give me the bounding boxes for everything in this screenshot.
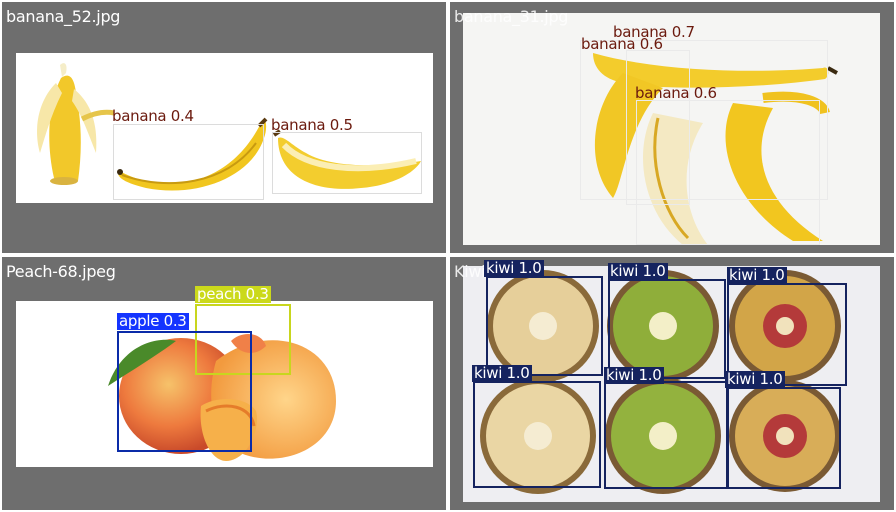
detection-label: kiwi 1.0	[608, 262, 668, 280]
bbox-kiwi-4	[473, 381, 601, 488]
bbox-kiwi-5	[604, 381, 728, 489]
photo-banana-52	[16, 53, 433, 203]
detection-label: kiwi 1.0	[604, 366, 664, 384]
panel-banana-31: banana_31.jpg banana 0.7 banana 0.6 bana…	[450, 2, 894, 253]
detection-label: banana 0.6	[581, 35, 663, 53]
filename-label: banana_31.jpg	[454, 7, 569, 26]
photo-banana-31	[463, 13, 880, 245]
filename-label: Peach-68.jpeg	[6, 262, 116, 281]
kiwi-illustration	[480, 270, 841, 494]
detection-label: banana 0.5	[271, 116, 353, 134]
peach-illustration	[108, 334, 336, 461]
photo-peach-68	[16, 301, 433, 467]
bbox-kiwi-3	[727, 283, 847, 386]
bbox-apple	[117, 331, 252, 452]
panel-banana-52: banana_52.jpg banana 0.4 banana 0.5	[2, 2, 446, 253]
detection-label: kiwi 1.0	[472, 364, 532, 382]
bbox-banana-b	[626, 50, 690, 205]
bbox-peach	[195, 304, 291, 375]
bbox-banana-1	[113, 124, 264, 200]
detection-label: apple 0.3	[117, 312, 189, 330]
filename-label: banana_52.jpg	[6, 7, 121, 26]
detection-label: banana 0.4	[112, 107, 194, 125]
detection-label: banana 0.6	[635, 84, 717, 102]
detection-label: banana 0.7	[613, 23, 695, 41]
panel-kiwi: Kiwi kiwi 1.0 kiwi 1.0 kiwi 1.0 kiwi 1.0…	[450, 257, 894, 510]
bbox-banana-a	[580, 40, 828, 200]
banana-peels-illustration	[593, 53, 838, 245]
detection-label: kiwi 1.0	[727, 266, 787, 284]
bbox-banana-c	[636, 100, 820, 245]
detection-label: peach 0.3	[195, 285, 271, 303]
filename-label: Kiwi	[454, 262, 486, 281]
detection-label: kiwi 1.0	[484, 259, 544, 277]
panel-peach-68: Peach-68.jpeg peach 0.3 app	[2, 257, 446, 510]
detection-label: kiwi 1.0	[725, 370, 785, 388]
bbox-kiwi-1	[486, 276, 603, 376]
bbox-banana-2	[272, 132, 422, 194]
bbox-kiwi-6	[727, 387, 841, 489]
bbox-kiwi-2	[608, 279, 726, 379]
